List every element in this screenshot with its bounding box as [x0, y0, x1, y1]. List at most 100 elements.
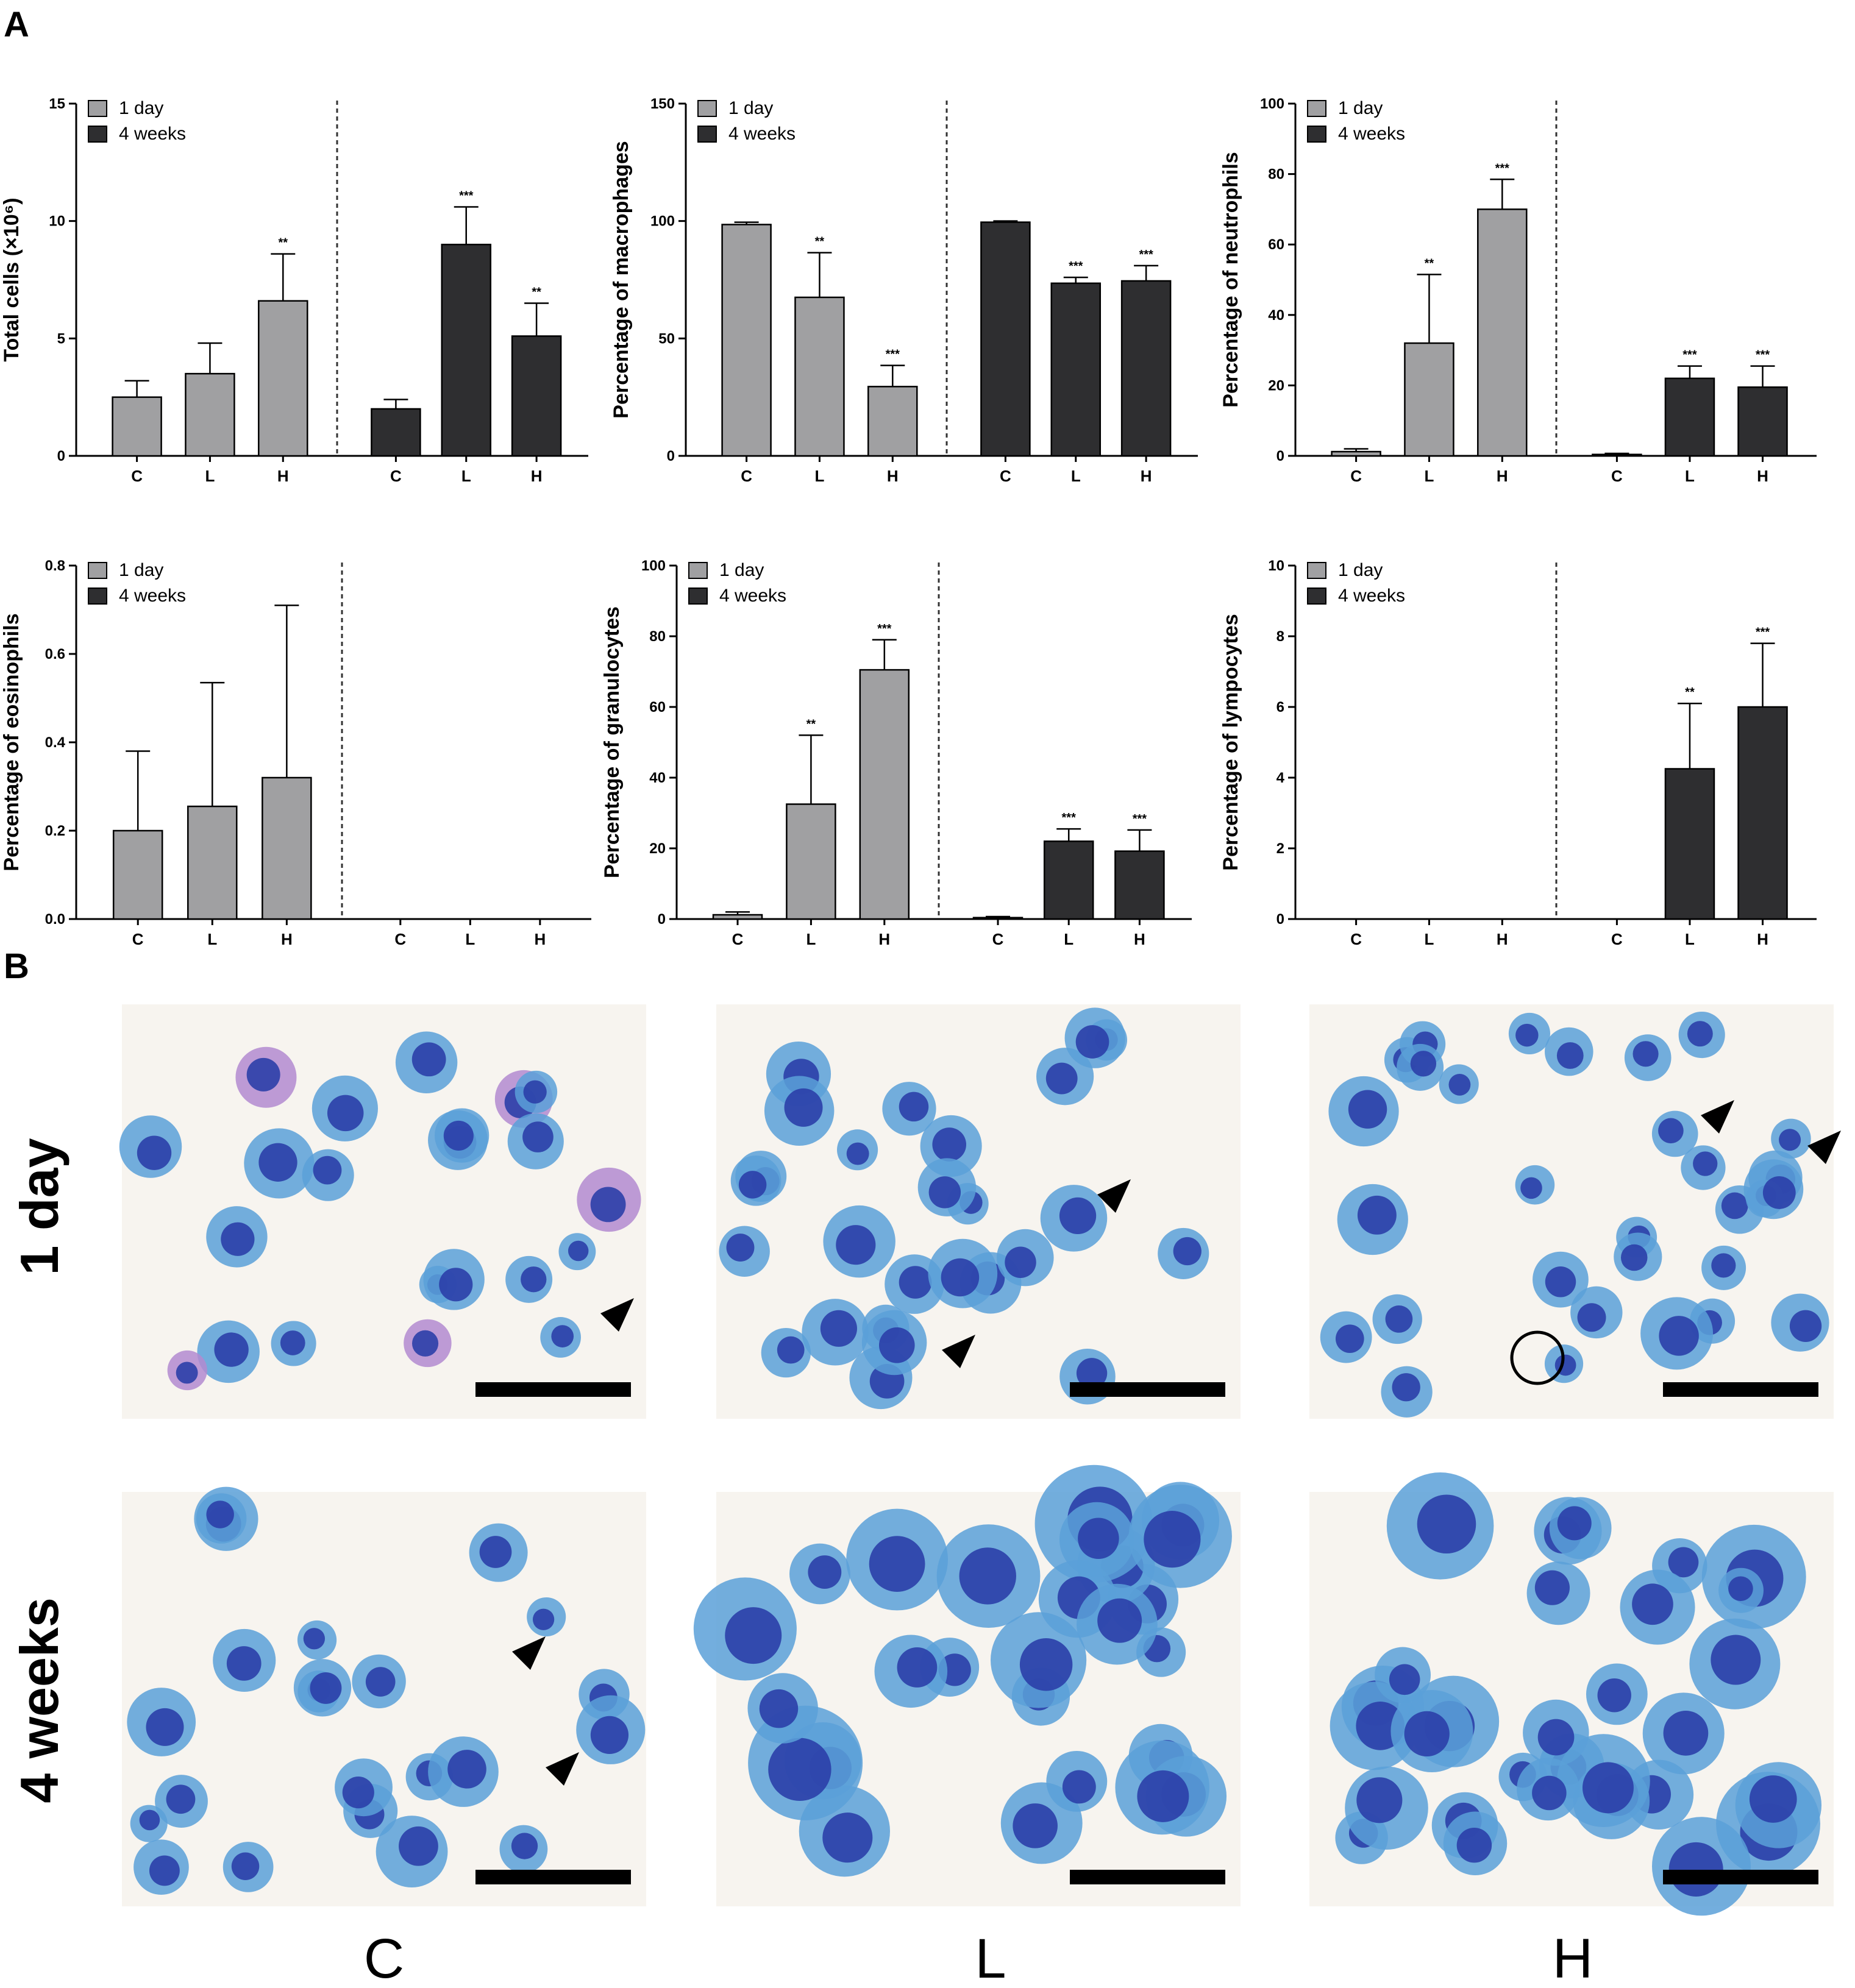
chart-1: 0 5 10 15 Total cells (×10⁶) 1 day 4 weeks C L **… — [0, 96, 588, 485]
x-tick-label: L — [207, 930, 217, 948]
x-tick-label: H — [878, 930, 890, 948]
cell-nucleus — [1076, 1358, 1108, 1389]
cell-nucleus — [258, 1143, 297, 1182]
cell-nucleus — [1728, 1576, 1753, 1602]
legend-label-1-day: 1 day — [1338, 98, 1383, 118]
cell-nucleus — [1075, 1025, 1109, 1059]
cell-nucleus — [899, 1092, 929, 1122]
legend-label-1-day: 1 day — [728, 98, 773, 118]
chart-2: 0 50 100 150 Percentage of macrophages 1 day 4… — [610, 96, 1198, 485]
circle-marker — [1510, 1330, 1565, 1385]
x-tick-label: C — [992, 930, 1004, 948]
cell-nucleus — [590, 1187, 626, 1223]
y-tick-label: 10 — [1268, 558, 1284, 574]
y-tick-label: 6 — [1276, 699, 1284, 715]
x-tick-label: C — [394, 930, 406, 948]
cell-nucleus — [1577, 1303, 1606, 1332]
cell-nucleus — [1632, 1583, 1673, 1625]
cell-nucleus — [959, 1547, 1016, 1605]
bar — [1050, 282, 1102, 457]
y-axis-title: Percentage of macrophages — [610, 141, 633, 418]
x-tick-label: C — [1350, 467, 1362, 485]
cell-nucleus — [1045, 1062, 1078, 1095]
cell-nucleus — [532, 1608, 555, 1630]
y-tick-label: 100 — [650, 213, 675, 230]
column-label: L — [975, 1928, 1006, 1988]
bar — [712, 914, 763, 920]
x-tick-label: H — [277, 467, 289, 485]
cell-nucleus — [1663, 1710, 1709, 1756]
significance-label: *** — [1682, 349, 1697, 362]
bar — [187, 805, 238, 920]
cell-nucleus — [1693, 1151, 1718, 1176]
cell-nucleus — [303, 1628, 326, 1650]
cell-nucleus — [214, 1332, 249, 1367]
cell-nucleus — [1597, 1678, 1631, 1713]
bar — [441, 243, 492, 457]
cell-nucleus — [738, 1171, 767, 1199]
cell-nucleus — [1532, 1775, 1567, 1811]
cell-nucleus — [1779, 1129, 1801, 1151]
y-tick-label: 5 — [57, 330, 65, 347]
significance-label: ** — [532, 286, 541, 299]
cell-nucleus — [1417, 1494, 1476, 1554]
significance-label: *** — [1069, 260, 1083, 273]
x-tick-label: C — [741, 467, 752, 485]
x-tick-label: H — [887, 467, 899, 485]
legend-label-1-day: 1 day — [119, 560, 163, 580]
micrograph-grid: 1 day 4 weeks C L H — [9, 1004, 1841, 1988]
cell-nucleus — [1659, 1316, 1699, 1356]
cell-nucleus — [878, 1327, 915, 1363]
legend-label-4-weeks: 4 weeks — [1338, 124, 1405, 144]
arrowhead-marker — [600, 1298, 634, 1332]
x-tick-label: L — [461, 467, 471, 485]
bar — [112, 829, 163, 920]
legend-swatch-4-weeks — [1307, 126, 1326, 143]
y-tick-label: 4 — [1276, 770, 1285, 786]
cell-nucleus — [146, 1708, 184, 1746]
arrowhead-marker — [546, 1752, 579, 1786]
significance-label: *** — [1133, 812, 1147, 826]
bar — [1592, 453, 1642, 457]
scale-bar — [475, 1870, 631, 1884]
bar — [859, 669, 910, 920]
cell-nucleus — [176, 1361, 198, 1384]
cell-nucleus — [280, 1330, 305, 1355]
cell-nucleus — [231, 1852, 260, 1881]
legend-swatch-4-weeks — [1307, 588, 1326, 605]
bar — [112, 396, 162, 457]
cell-nucleus — [1534, 1570, 1570, 1605]
micrograph-1-day-L — [716, 1004, 1241, 1419]
cell-nucleus — [166, 1784, 196, 1814]
cell-nucleus — [1582, 1762, 1634, 1814]
x-tick-label: C — [1000, 467, 1011, 485]
cell-nucleus — [310, 1672, 342, 1704]
legend-swatch-4-weeks — [88, 588, 107, 605]
micrograph-4-weeks-C — [122, 1486, 646, 1906]
x-tick-label: L — [814, 467, 824, 485]
x-tick-label: C — [390, 467, 402, 485]
cell-nucleus — [1005, 1246, 1036, 1279]
cell-nucleus — [932, 1127, 967, 1162]
cell-nucleus — [768, 1738, 831, 1802]
cell-nucleus — [313, 1156, 342, 1185]
legend-swatch-1-day — [1307, 562, 1326, 579]
column-label: C — [364, 1928, 404, 1988]
cell-nucleus — [521, 1266, 547, 1293]
y-tick-label: 20 — [649, 840, 666, 857]
x-tick-label: L — [806, 930, 816, 948]
cell-nucleus — [941, 1258, 980, 1297]
x-tick-label: L — [1424, 467, 1434, 485]
cell-nucleus — [1385, 1305, 1413, 1333]
micrograph-4-weeks-L — [693, 1464, 1241, 1906]
y-tick-label: 0 — [658, 911, 666, 928]
y-axis-title: Percentage of neutrophils — [1219, 152, 1242, 407]
cell-nucleus — [836, 1225, 876, 1265]
y-tick-label: 80 — [1268, 166, 1284, 183]
bar — [185, 372, 235, 457]
cell-nucleus — [1356, 1777, 1403, 1823]
significance-label: *** — [1756, 349, 1770, 362]
y-tick-label: 100 — [641, 558, 666, 574]
x-tick-label: C — [1611, 467, 1623, 485]
y-tick-label: 0 — [57, 448, 65, 464]
